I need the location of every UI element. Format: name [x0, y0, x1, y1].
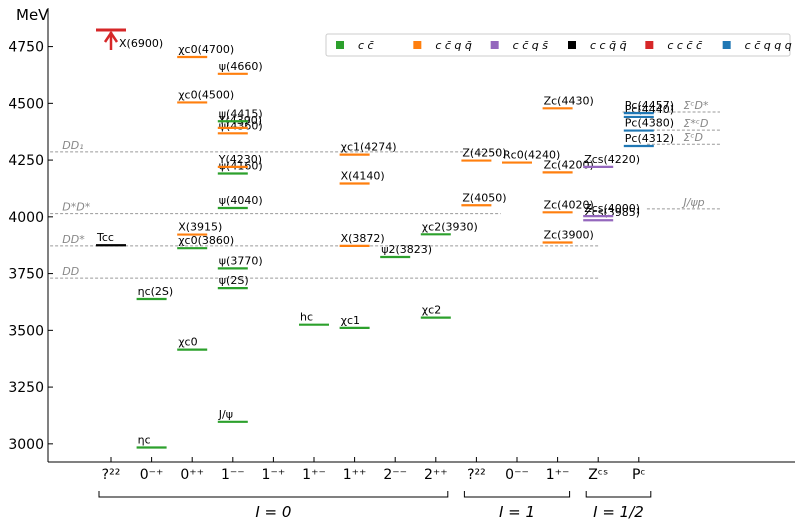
level-label: Tcc: [96, 231, 114, 244]
legend-swatch: [413, 41, 422, 49]
legend-swatch: [336, 41, 344, 49]
threshold-label: J/ψp: [681, 196, 704, 209]
y-tick-label: 4000: [8, 210, 44, 226]
threshold-label: DD₁: [62, 139, 83, 152]
level-label: ψ(4360): [219, 119, 263, 132]
threshold-label: ΣᶜD*: [683, 99, 708, 112]
level-label: χc2(3930): [422, 220, 478, 233]
level-label: ηc: [138, 433, 151, 446]
legend-label: c c̄: [358, 39, 374, 52]
legend-swatch: [722, 41, 731, 49]
x-tick-label: 2⁺⁺: [424, 467, 448, 483]
x-tick-label: 1⁻⁻: [221, 467, 245, 483]
legend-label: c c q̄ q̄: [590, 39, 627, 52]
y-axis-label: MeV: [16, 6, 49, 24]
level-label: ψ2(3823): [381, 243, 432, 256]
level-label: ψ(4660): [219, 60, 263, 73]
level-label: Zc(4200): [544, 158, 594, 171]
threshold-label: Σ*ᶜD: [683, 117, 708, 130]
threshold-label: DD*: [62, 233, 85, 246]
level-label: ψ(3770): [219, 254, 263, 267]
level-label: Pc(4457): [625, 99, 674, 112]
level-label: X(3872): [341, 232, 385, 245]
legend-box: [325, 33, 791, 57]
level-label: ψ(4040): [219, 194, 263, 207]
level-label: χc2: [422, 304, 441, 317]
level-label: Zc(4430): [544, 94, 594, 107]
level-label: Pc(4312): [625, 132, 674, 145]
y-tick-label: 4750: [8, 40, 44, 56]
group-bracket: [98, 491, 449, 498]
level-label: χc0(4500): [178, 88, 234, 101]
level-label: X(3915): [178, 221, 222, 234]
x-tick-label: 0⁺⁺: [180, 467, 204, 483]
level-label: ψ(4415): [219, 107, 263, 120]
level-label: Zcs(4220): [584, 153, 640, 166]
legend-swatch: [490, 41, 499, 49]
x-tick-label: 1⁻⁺: [262, 467, 286, 483]
legend-swatch: [645, 41, 654, 49]
level-label: Rc0(4240): [503, 149, 560, 162]
level-label: Zc(3900): [544, 228, 594, 241]
level-label: χc0(3860): [178, 234, 234, 247]
group-bracket: [463, 491, 571, 498]
legend: c c̄ c c̄ q q̄ c c̄ q s̄ c c q̄ q̄ c c c̄ c̄…: [325, 33, 792, 57]
x-tick-label: 0⁻⁺: [140, 467, 164, 483]
threshold-label: D*D*: [62, 201, 90, 214]
group-label: I = 0: [255, 503, 291, 521]
legend-swatch: [568, 41, 576, 49]
x-tick-label: 2⁻⁻: [383, 467, 407, 483]
level-label: hc: [300, 311, 313, 324]
y-tick-label: 3500: [8, 323, 44, 339]
group-label: I = 1/2: [593, 503, 644, 521]
level-label: Zcs(4000): [584, 202, 640, 215]
isospin-groups: I = 0 I = 1 I = 1/2: [98, 491, 652, 521]
level-label: ηc(2S): [138, 285, 174, 298]
y-tick-label: 3250: [8, 380, 44, 396]
x-tick-label: 1⁺⁻: [546, 467, 570, 483]
level-label: χc0: [178, 336, 197, 349]
level-label: χc0(4700): [178, 43, 234, 56]
x-tick-label: Pᶜ: [632, 467, 646, 483]
axes: MeV 3000 3250 3500 3750 4000 4250 4500 4750 ?²² 0⁻…: [8, 6, 795, 483]
threshold-label: ΣᶜD: [683, 131, 703, 144]
y-tick-label: 4500: [8, 96, 44, 112]
level-label: X(4140): [341, 169, 385, 182]
x-tick-label: 1⁺⁺: [343, 467, 367, 483]
level-label: Z(4050): [462, 191, 506, 204]
legend-label: c c̄ q q q: [745, 39, 792, 52]
level-label: Z(4250): [462, 147, 506, 160]
level-label: Pc(4380): [625, 117, 674, 130]
threshold-label: DD: [62, 265, 79, 278]
levels: X(6900) Tcc ηc ηc(2S) χc0 χc0(3860)X(3915) χc0…: [96, 28, 674, 449]
level-label: Y(4230): [218, 153, 262, 166]
group-bracket: [585, 491, 652, 498]
x-tick-label: 0⁻⁻: [505, 467, 529, 483]
legend-label: c c̄ q q̄: [435, 39, 472, 52]
legend-label: c c̄ q s̄: [513, 39, 549, 52]
x-tick-label: Zᶜˢ: [588, 467, 608, 483]
level-label: ψ(2S): [219, 274, 249, 287]
level-label: X(6900): [119, 37, 163, 50]
offscale-arrowhead: [103, 30, 119, 43]
group-label: I = 1: [499, 503, 535, 521]
y-tick-label: 3750: [8, 267, 44, 283]
y-tick-label: 3000: [8, 437, 44, 453]
x-tick-label: ?²²: [102, 467, 121, 483]
level-label: J/ψ: [218, 408, 233, 421]
level-label: Zc(4020): [544, 198, 594, 211]
level-label: χc1(4274): [341, 141, 397, 154]
level-label: χc1: [341, 314, 360, 327]
x-tick-label: 1⁺⁻: [302, 467, 326, 483]
x-tick-label: ?²²: [467, 467, 486, 483]
y-tick-label: 4250: [8, 153, 44, 169]
legend-label: c c c̄ c̄: [667, 39, 702, 52]
